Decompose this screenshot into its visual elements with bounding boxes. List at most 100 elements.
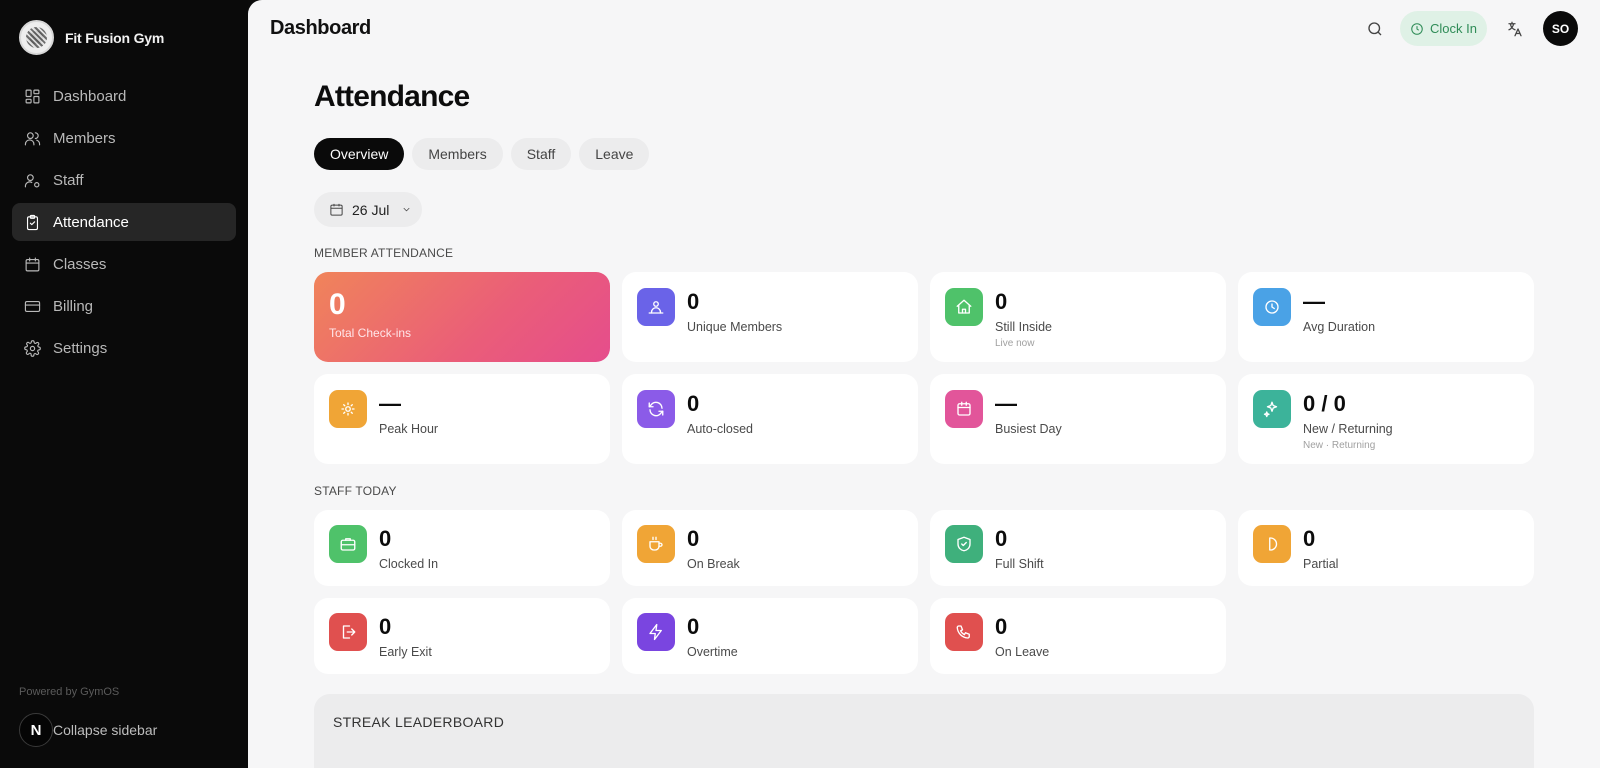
- sidebar-nav: Dashboard Members Staff Attendance: [12, 77, 236, 371]
- streak-leaderboard: STREAK LEADERBOARD: [314, 694, 1534, 768]
- stat-value: 0: [995, 526, 1008, 551]
- brand-name: Fit Fusion Gym: [65, 29, 165, 46]
- stat-value: 0: [379, 614, 392, 639]
- collapse-badge: N: [19, 713, 53, 747]
- clock-in-label: Clock In: [1430, 21, 1477, 36]
- sidebar-item-dashboard[interactable]: Dashboard: [12, 77, 236, 115]
- clock-in-button[interactable]: Clock In: [1400, 11, 1487, 46]
- credit-card-icon: [23, 297, 41, 315]
- stat-label: Unique Members: [687, 320, 783, 334]
- users-icon: [23, 129, 41, 147]
- stat-card-on-leave[interactable]: 0 On Leave: [930, 598, 1226, 674]
- briefcase-icon: [329, 525, 367, 563]
- sidebar-item-staff[interactable]: Staff: [12, 161, 236, 199]
- stat-card-unique-members[interactable]: 0 Unique Members: [622, 272, 918, 362]
- sidebar-item-members[interactable]: Members: [12, 119, 236, 157]
- dashboard-icon: [23, 87, 41, 105]
- stat-card-peak-hour[interactable]: — Peak Hour: [314, 374, 610, 464]
- log-out-icon: [329, 613, 367, 651]
- sidebar-item-label: Billing: [53, 297, 94, 315]
- stat-label: On Leave: [995, 645, 1050, 659]
- stat-value: 0: [995, 614, 1008, 639]
- date-picker[interactable]: 26 Jul: [314, 192, 422, 227]
- stat-card-still-inside[interactable]: 0 Still Inside Live now: [930, 272, 1226, 362]
- sidebar-item-classes[interactable]: Classes: [12, 245, 236, 283]
- stat-label: Overtime: [687, 645, 738, 659]
- powered-by: Powered by GymOS: [19, 686, 120, 698]
- staff-today-heading: STAFF TODAY: [314, 484, 397, 498]
- stat-label: Total Check-ins: [329, 326, 412, 340]
- page-title: Attendance: [314, 80, 470, 113]
- collapse-sidebar-button[interactable]: N Collapse sidebar: [19, 713, 157, 747]
- user-group-icon: [637, 288, 675, 326]
- search-icon: [1368, 22, 1382, 36]
- stat-label: Busiest Day: [995, 422, 1062, 436]
- gear-icon: [23, 339, 41, 357]
- avatar[interactable]: SO: [1543, 11, 1578, 46]
- refresh-icon: [637, 390, 675, 428]
- sidebar-item-label: Members: [53, 129, 116, 147]
- coffee-icon: [637, 525, 675, 563]
- stat-card-early-exit[interactable]: 0 Early Exit: [314, 598, 610, 674]
- stat-value: 0: [687, 289, 700, 314]
- sidebar-item-attendance[interactable]: Attendance: [12, 203, 236, 241]
- sidebar-item-label: Staff: [53, 171, 84, 189]
- brand[interactable]: Fit Fusion Gym: [19, 20, 164, 55]
- stat-label: Clocked In: [379, 557, 439, 571]
- stat-sublabel: New · Returning: [1303, 440, 1376, 451]
- sparkles-icon: [1253, 390, 1291, 428]
- sidebar-item-settings[interactable]: Settings: [12, 329, 236, 367]
- calendar-icon: [945, 390, 983, 428]
- stat-card-total-check-ins[interactable]: 0 Total Check-ins: [314, 272, 610, 362]
- stat-label: Partial: [1303, 557, 1339, 571]
- sidebar: Fit Fusion Gym Dashboard Members Staff: [0, 0, 248, 768]
- stat-value: —: [1303, 289, 1325, 314]
- tab-overview[interactable]: Overview: [314, 138, 405, 170]
- collapse-sidebar-label: Collapse sidebar: [53, 722, 158, 738]
- shield-check-icon: [945, 525, 983, 563]
- stat-card-full-shift[interactable]: 0 Full Shift: [930, 510, 1226, 586]
- stat-value: 0 / 0: [1303, 391, 1346, 416]
- tab-members[interactable]: Members: [412, 138, 503, 170]
- stat-sublabel: Live now: [995, 338, 1035, 349]
- calendar-icon: [330, 203, 343, 216]
- bolt-icon: [637, 613, 675, 651]
- leaderboard-title: STREAK LEADERBOARD: [333, 714, 505, 730]
- stat-value: 0: [687, 614, 700, 639]
- member-attendance-heading: MEMBER ATTENDANCE: [314, 246, 454, 260]
- stat-card-busiest-day[interactable]: — Busiest Day: [930, 374, 1226, 464]
- sidebar-item-label: Settings: [53, 339, 108, 357]
- tab-leave[interactable]: Leave: [579, 138, 650, 170]
- stat-value: 0: [687, 526, 700, 551]
- stat-label: Early Exit: [379, 645, 432, 659]
- topbar-title: Dashboard: [270, 17, 371, 39]
- stat-label: Peak Hour: [379, 422, 439, 436]
- brand-logo: [19, 20, 54, 55]
- clock-icon: [1253, 288, 1291, 326]
- stat-card-avg-duration[interactable]: — Avg Duration: [1238, 272, 1534, 362]
- tab-staff[interactable]: Staff: [510, 138, 572, 170]
- stat-label: New / Returning: [1303, 422, 1393, 436]
- translate-icon[interactable]: [1503, 17, 1527, 41]
- stat-card-overtime[interactable]: 0 Overtime: [622, 598, 918, 674]
- stat-label: Full Shift: [995, 557, 1044, 571]
- sidebar-item-billing[interactable]: Billing: [12, 287, 236, 325]
- stat-card-new-returning[interactable]: 0 / 0 New / Returning New · Returning: [1238, 374, 1534, 464]
- sun-icon: [329, 390, 367, 428]
- stat-value: 0: [379, 526, 392, 551]
- stat-label: Avg Duration: [1303, 320, 1376, 334]
- phone-icon: [945, 613, 983, 651]
- sidebar-item-label: Attendance: [53, 213, 129, 231]
- stat-card-on-break[interactable]: 0 On Break: [622, 510, 918, 586]
- stat-label: Still Inside: [995, 320, 1052, 334]
- stat-card-partial[interactable]: 0 Partial: [1238, 510, 1534, 586]
- stat-value: 0: [1303, 526, 1316, 551]
- stat-card-clocked-in[interactable]: 0 Clocked In: [314, 510, 610, 586]
- stat-value: 0: [687, 391, 700, 416]
- stat-label: On Break: [687, 557, 740, 571]
- search-button[interactable]: [1363, 17, 1387, 41]
- user-cog-icon: [23, 171, 41, 189]
- stat-card-auto-closed[interactable]: 0 Auto-closed: [622, 374, 918, 464]
- chevron-down-icon: [403, 207, 410, 212]
